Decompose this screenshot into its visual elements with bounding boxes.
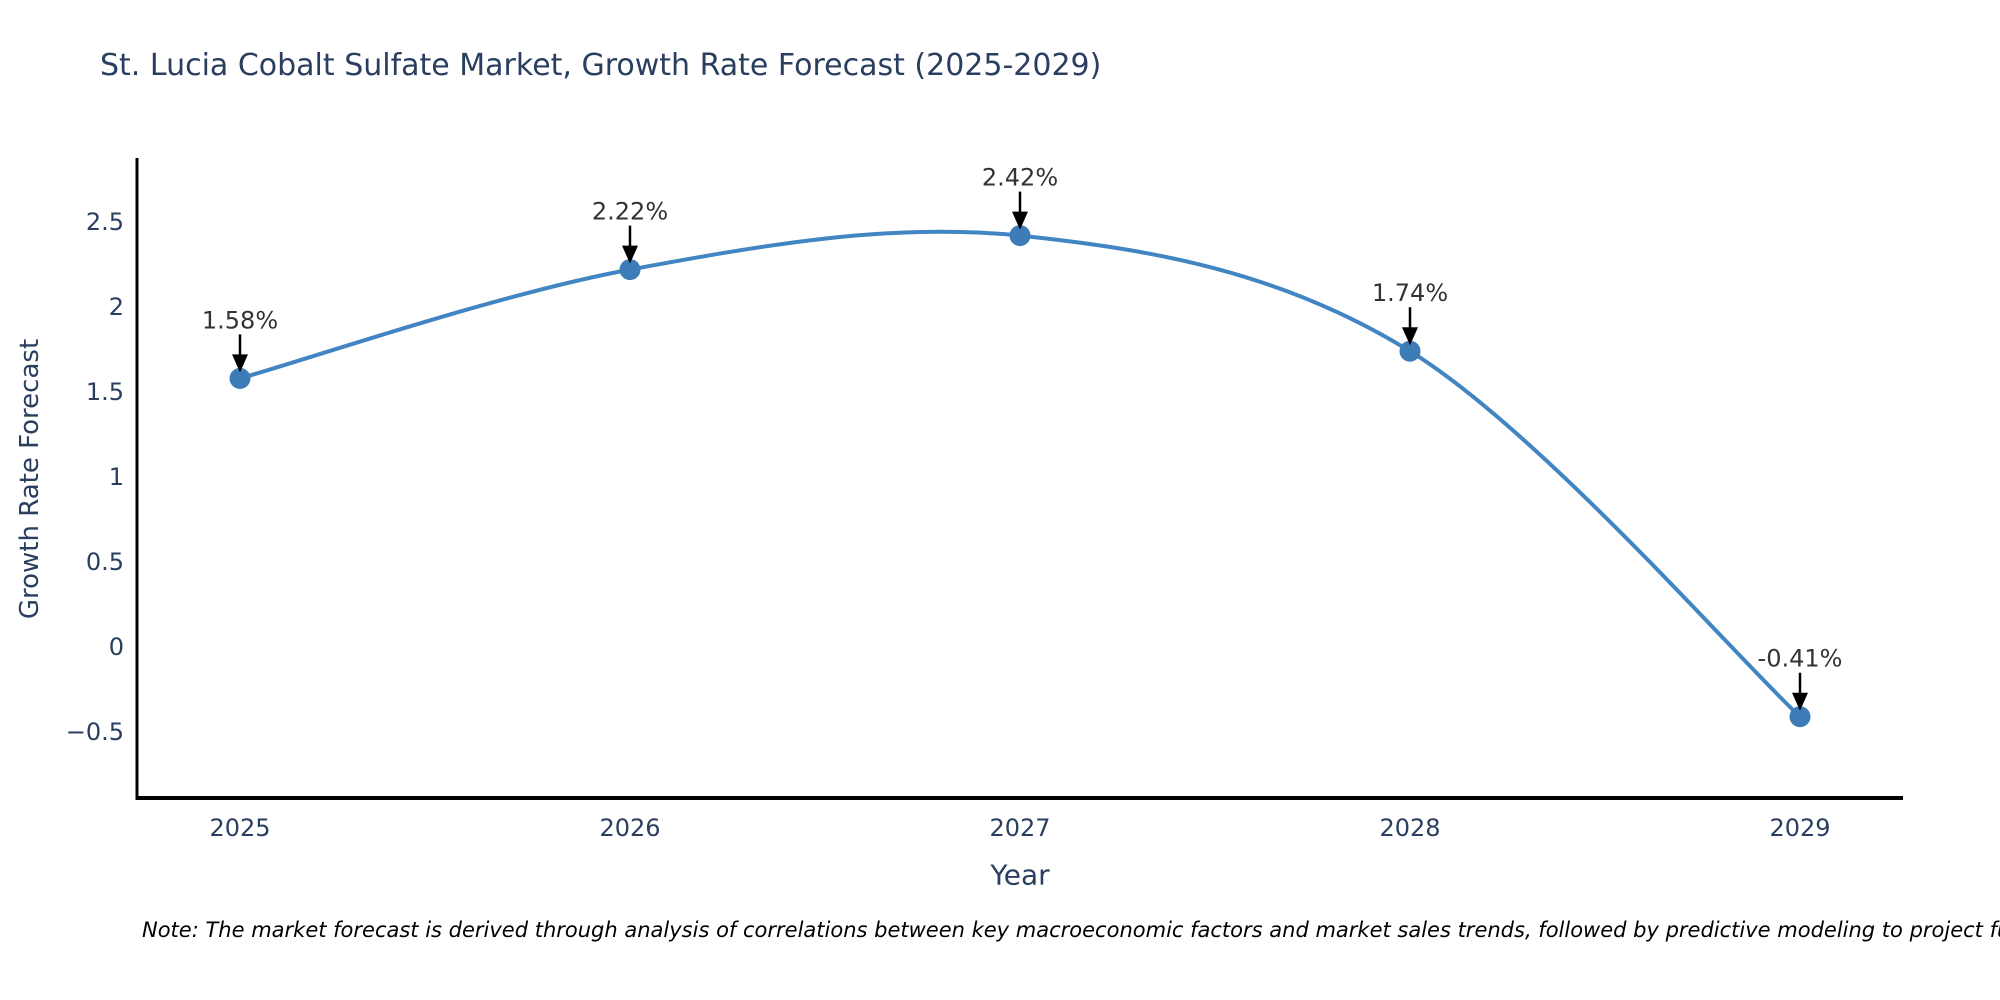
y-tick-label: 1 (109, 463, 124, 491)
point-value-label: 2.42% (982, 164, 1058, 192)
annotation-arrow-head (232, 354, 248, 373)
annotation-arrow-head (622, 245, 638, 264)
y-tick-label: 0.5 (86, 548, 124, 576)
point-value-label: 1.58% (202, 306, 278, 334)
y-tick-label: 2 (109, 293, 124, 321)
data-point-2026[interactable] (619, 259, 641, 281)
point-value-label: 1.74% (1372, 279, 1448, 307)
x-tick-label: 2028 (1379, 814, 1440, 842)
forecast-line (238, 229, 1802, 719)
point-value-label: -0.41% (1758, 645, 1843, 673)
data-point-2029[interactable] (1789, 706, 1811, 728)
y-tick-label: −0.5 (66, 718, 124, 746)
axis-spines (135, 158, 1903, 800)
axis-ticks: −0.5 0 0.5 1 1.5 2 2.5 2025 2026 2027 2028 2029 (66, 208, 1831, 842)
annotations-layer: 1.58% 2.22% 2.42% 1.74% -0.41% (202, 164, 1843, 711)
point-value-label: 2.22% (592, 198, 668, 226)
y-tick-label: 0 (109, 633, 124, 661)
footnote: Note: The market forecast is derived thr… (142, 918, 2000, 942)
annotation-arrow-head (1012, 211, 1028, 230)
x-axis-title: Year (990, 858, 1050, 892)
y-tick-label: 1.5 (86, 378, 124, 406)
data-point-2025[interactable] (229, 367, 251, 389)
data-point-2027[interactable] (1009, 225, 1031, 247)
chart-title: St. Lucia Cobalt Sulfate Market, Growth … (100, 48, 1102, 83)
data-point-2028[interactable] (1399, 340, 1421, 362)
x-tick-label: 2027 (989, 814, 1050, 842)
x-tick-label: 2029 (1769, 814, 1830, 842)
y-tick-label: 2.5 (86, 208, 124, 236)
x-tick-label: 2026 (599, 814, 660, 842)
annotation-arrow-head (1792, 692, 1808, 711)
annotation-arrow-head (1402, 327, 1418, 346)
series-layer (229, 225, 1811, 728)
x-tick-label: 2025 (209, 814, 270, 842)
